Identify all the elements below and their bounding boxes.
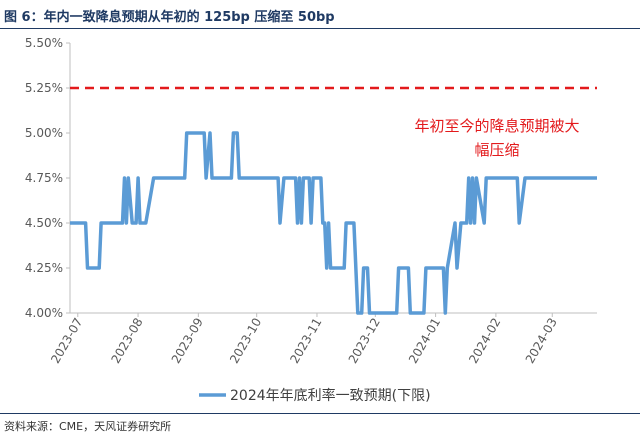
x-tick-label: 2023-07 <box>48 316 85 366</box>
y-tick-label: 5.25% <box>25 81 63 95</box>
x-tick-label: 2023-08 <box>108 316 145 366</box>
y-tick-label: 4.25% <box>25 261 63 275</box>
y-tick-label: 4.50% <box>25 216 63 230</box>
y-tick-label: 4.00% <box>25 306 63 320</box>
figure-title: 图 6：年内一致降息预期从年初的 125bp 压缩至 50bp <box>4 10 335 25</box>
x-tick-label: 2024-01 <box>406 316 443 366</box>
y-tick-label: 5.50% <box>25 36 63 50</box>
source-note: 资料来源：CME，天风证券研究所 <box>4 420 172 433</box>
y-tick-label: 4.75% <box>25 171 63 185</box>
legend-label: 2024年年底利率一致预期(下限) <box>230 387 431 404</box>
annotation-text: 年初至今的降息预期被大 <box>414 117 579 135</box>
x-tick-label: 2024-02 <box>466 316 503 366</box>
top-rule <box>0 28 640 29</box>
x-tick-label: 2023-10 <box>227 316 264 366</box>
series-line <box>70 131 597 315</box>
bottom-rule <box>0 413 640 414</box>
annotation-text: 幅压缩 <box>474 141 519 159</box>
x-tick-label: 2024-03 <box>523 316 560 366</box>
x-tick-label: 2023-12 <box>346 316 383 366</box>
line-chart: 4.00% 4.25% 4.50% 4.75% 5.00% 5.25% 5.50% 2023-… <box>25 36 597 404</box>
x-tick-label: 2023-11 <box>287 316 324 366</box>
x-tick-label: 2023-09 <box>169 316 206 366</box>
series-layer <box>70 86 597 315</box>
y-tick-label: 5.00% <box>25 126 63 140</box>
